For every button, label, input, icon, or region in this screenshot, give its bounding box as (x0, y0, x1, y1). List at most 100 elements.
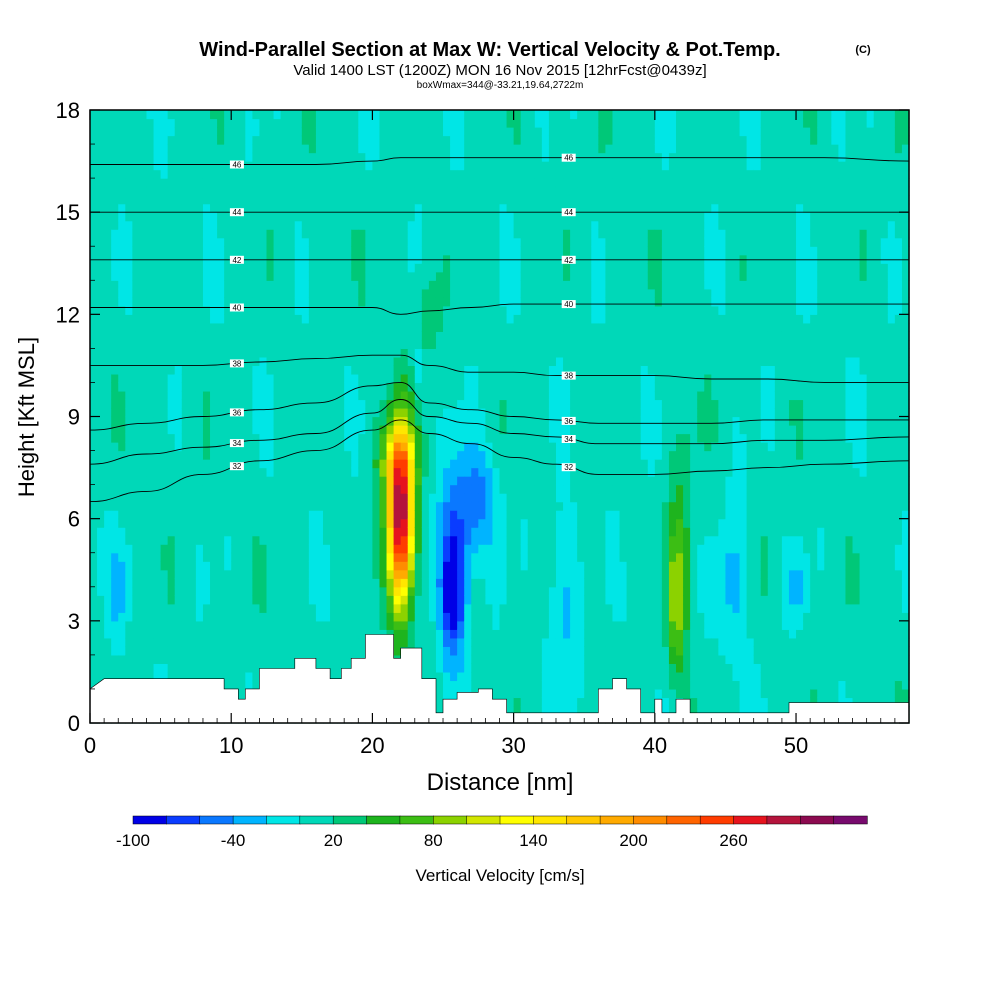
velocity-cell (506, 365, 515, 375)
velocity-cell (548, 416, 557, 426)
velocity-cell (344, 356, 352, 367)
velocity-cell (414, 399, 423, 409)
velocity-cell (294, 646, 303, 656)
velocity-cell (287, 569, 296, 579)
velocity-cell (506, 467, 515, 477)
velocity-cell (464, 356, 472, 367)
velocity-cell (210, 348, 218, 358)
velocity-cell (195, 399, 204, 409)
velocity-cell (146, 356, 155, 367)
velocity-cell (181, 288, 190, 298)
velocity-cell (421, 280, 430, 290)
velocity-cell (153, 246, 162, 256)
velocity-cell (492, 271, 501, 281)
velocity-cell (407, 425, 416, 435)
velocity-cell (104, 348, 112, 358)
velocity-cell (464, 467, 472, 477)
velocity-cell (280, 561, 289, 571)
velocity-cell (280, 527, 289, 537)
velocity-cell (513, 331, 522, 341)
velocity-cell (372, 603, 381, 613)
velocity-cell (139, 450, 148, 460)
velocity-cell (301, 595, 310, 605)
velocity-cell (217, 476, 225, 486)
velocity-cell (238, 586, 246, 596)
velocity-cell (379, 552, 388, 562)
velocity-cell (450, 612, 458, 622)
velocity-cell (541, 518, 550, 528)
velocity-cell (273, 390, 282, 401)
velocity-cell (499, 356, 508, 367)
velocity-cell (421, 646, 430, 656)
velocity-cell (322, 476, 331, 486)
velocity-cell (506, 135, 515, 145)
velocity-cell (520, 637, 529, 647)
velocity-cell (499, 501, 508, 511)
velocity-cell (174, 246, 183, 256)
velocity-cell (520, 322, 529, 332)
velocity-cell (308, 280, 317, 290)
velocity-cell (365, 169, 374, 179)
velocity-cell (153, 603, 162, 613)
velocity-cell (231, 263, 239, 273)
velocity-cell (252, 356, 261, 367)
velocity-cell (188, 356, 197, 367)
velocity-cell (202, 203, 211, 213)
velocity-cell (132, 493, 141, 503)
velocity-cell (414, 220, 423, 230)
velocity-cell (308, 578, 317, 588)
velocity-cell (393, 178, 402, 188)
velocity-cell (492, 501, 501, 511)
velocity-cell (563, 654, 571, 664)
velocity-cell (181, 373, 190, 384)
velocity-cell (527, 476, 536, 486)
velocity-cell (167, 663, 176, 673)
velocity-cell (111, 535, 119, 545)
velocity-cell (146, 271, 155, 281)
velocity-cell (534, 348, 543, 358)
velocity-cell (506, 399, 515, 409)
velocity-cell (217, 561, 225, 571)
velocity-cell (146, 654, 155, 664)
velocity-cell (464, 220, 472, 230)
velocity-cell (308, 425, 317, 435)
velocity-cell (210, 527, 218, 537)
velocity-cell (457, 544, 465, 554)
velocity-cell (181, 501, 190, 511)
velocity-cell (174, 501, 183, 511)
velocity-cell (322, 433, 331, 443)
velocity-cell (548, 144, 557, 154)
velocity-cell (139, 586, 148, 596)
velocity-cell (471, 442, 479, 452)
velocity-cell (421, 476, 430, 486)
velocity-cell (372, 518, 381, 528)
velocity-cell (280, 322, 289, 332)
velocity-cell (104, 118, 112, 128)
velocity-cell (344, 637, 352, 647)
velocity-cell (499, 339, 508, 349)
velocity-cell (414, 322, 423, 332)
velocity-cell (534, 501, 543, 511)
velocity-cell (90, 450, 98, 460)
velocity-cell (372, 280, 381, 290)
velocity-cell (400, 314, 409, 324)
velocity-cell (111, 246, 119, 256)
velocity-cell (139, 288, 148, 298)
velocity-cell (231, 212, 239, 222)
velocity-cell (570, 518, 578, 528)
velocity-cell (210, 425, 218, 435)
velocity-cell (527, 425, 536, 435)
velocity-cell (379, 425, 388, 435)
velocity-cell (421, 305, 430, 315)
velocity-cell (174, 586, 183, 596)
velocity-cell (358, 603, 366, 613)
velocity-cell (167, 280, 176, 290)
velocity-cell (139, 518, 148, 528)
velocity-cell (118, 654, 126, 664)
velocity-cell (513, 697, 522, 707)
velocity-cell (506, 578, 515, 588)
velocity-cell (386, 288, 395, 298)
velocity-cell (125, 663, 133, 673)
velocity-cell (485, 646, 494, 656)
velocity-cell (238, 280, 246, 290)
